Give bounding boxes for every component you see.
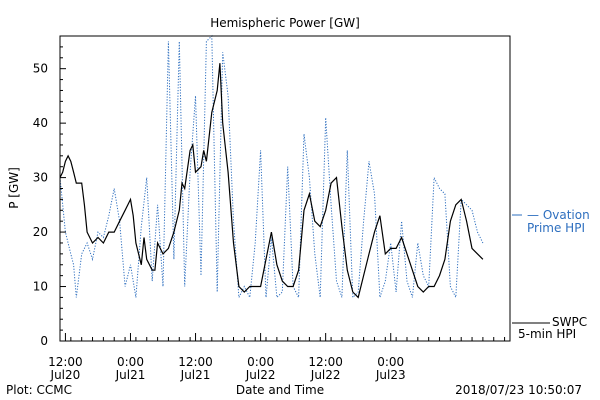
x-tick-time: 12:00 — [48, 355, 83, 369]
x-tick-date: Jul21 — [180, 368, 211, 382]
x-tick-time: 12:00 — [308, 355, 343, 369]
x-tick-time: 0:00 — [377, 355, 404, 369]
x-tick-date: Jul20 — [50, 368, 81, 382]
x-axis: 12:00Jul200:00Jul2112:00Jul210:00Jul2212… — [48, 333, 506, 382]
x-tick-time: 12:00 — [178, 355, 213, 369]
y-axis: 0 10 20 30 40 50 — [33, 35, 66, 348]
y-tick-label: 20 — [33, 225, 48, 239]
series-ovation-prime-line — [59, 34, 484, 300]
y-tick-label: 0 — [40, 334, 48, 348]
y-axis-label: P [GW] — [7, 167, 21, 209]
series-swpc-line — [59, 63, 484, 299]
y-tick-label: 50 — [33, 62, 48, 76]
legend-ovation-label-1: — Ovation — [527, 208, 590, 222]
series-layer — [59, 34, 484, 300]
x-tick-date: Jul21 — [115, 368, 146, 382]
y-tick-label: 10 — [33, 280, 48, 294]
x-tick-time: 0:00 — [117, 355, 144, 369]
chart-title: Hemispheric Power [GW] — [210, 16, 360, 30]
y-tick-label: 40 — [33, 116, 48, 130]
plot-frame — [59, 35, 511, 342]
legend-ovation-label-2: Prime HPI — [527, 221, 585, 235]
x-tick-time: 0:00 — [247, 355, 274, 369]
x-tick-date: Jul22 — [245, 368, 276, 382]
x-tick-date: Jul22 — [310, 368, 341, 382]
x-axis-label: Date and Time — [236, 383, 324, 397]
timestamp: 2018/07/23 10:50:07 — [455, 383, 582, 397]
y-tick-label: 30 — [33, 171, 48, 185]
legend-swpc-label-2: 5-min HPI — [518, 327, 576, 341]
plot-credit: Plot: CCMC — [6, 383, 72, 397]
x-tick-date: Jul23 — [375, 368, 406, 382]
legend-swpc-label-1: SWPC — [552, 315, 587, 329]
